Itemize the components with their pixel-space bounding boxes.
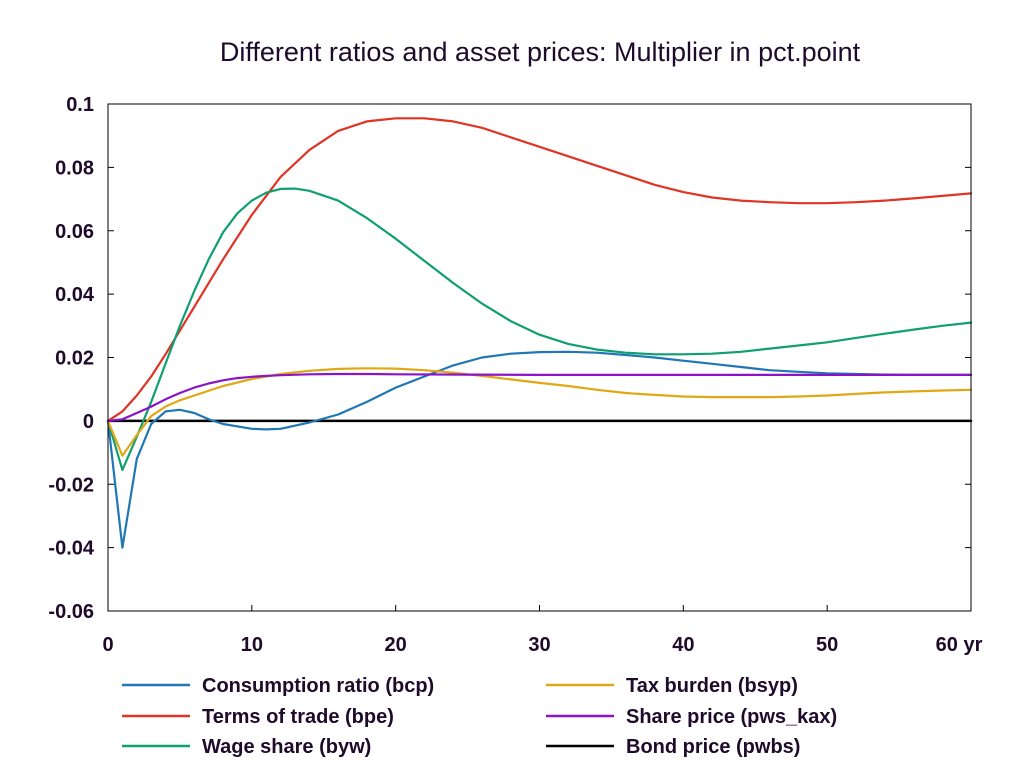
- y-tick-label: 0.06: [55, 221, 94, 243]
- y-tick-label: 0.02: [55, 348, 94, 370]
- x-tick-label: 50: [816, 634, 838, 656]
- y-tick-label: -0.06: [48, 601, 94, 623]
- plot-area: [106, 117, 973, 549]
- x-tick-label: 0: [102, 634, 113, 656]
- chart-title: Different ratios and asset prices: Multi…: [220, 37, 861, 67]
- x-axis: 0 10 20 30 40 50 60 yr: [102, 605, 983, 656]
- x-tick-label: 30: [528, 634, 550, 656]
- legend-label-tax-burden-bsyp: Tax burden (bsyp): [626, 675, 798, 697]
- series-line-wage-share-byw: [106, 187, 973, 472]
- x-tick-label: 60 yr: [936, 634, 983, 656]
- y-tick-label: 0.04: [55, 284, 95, 306]
- y-tick-label: 0.08: [55, 157, 94, 179]
- y-tick-label: 0.1: [66, 94, 94, 116]
- legend-label-terms-of-trade-bpe: Terms of trade (bpe): [202, 706, 394, 728]
- series-line-consumption-ratio-bcp: [106, 350, 973, 549]
- series-line-terms-of-trade-bpe: [106, 117, 973, 422]
- x-tick-label: 40: [672, 634, 694, 656]
- x-tick-label: 10: [241, 634, 263, 656]
- legend-label-bond-price-pwbs: Bond price (pwbs): [626, 736, 800, 758]
- legend-label-consumption-ratio-bcp: Consumption ratio (bcp): [202, 675, 434, 697]
- y-tick-label: 0: [83, 411, 94, 433]
- legend-label-wage-share-byw: Wage share (byw): [202, 736, 371, 758]
- legend: Consumption ratio (bcp) Terms of trade (b…: [122, 675, 837, 758]
- series-line-tax-burden-bsyp: [106, 367, 973, 457]
- plot-frame: [107, 103, 972, 612]
- y-tick-label: -0.04: [48, 538, 94, 560]
- series-line-share-price-pws-kax: [106, 372, 973, 422]
- y-axis: 0.1 0.08 0.06 0.04 0.02 0 -0.02 -0.04 -0.06: [48, 94, 971, 623]
- y-tick-label: -0.02: [48, 474, 94, 496]
- legend-label-share-price-pws-kax: Share price (pws_kax): [626, 706, 837, 728]
- x-tick-label: 20: [385, 634, 407, 656]
